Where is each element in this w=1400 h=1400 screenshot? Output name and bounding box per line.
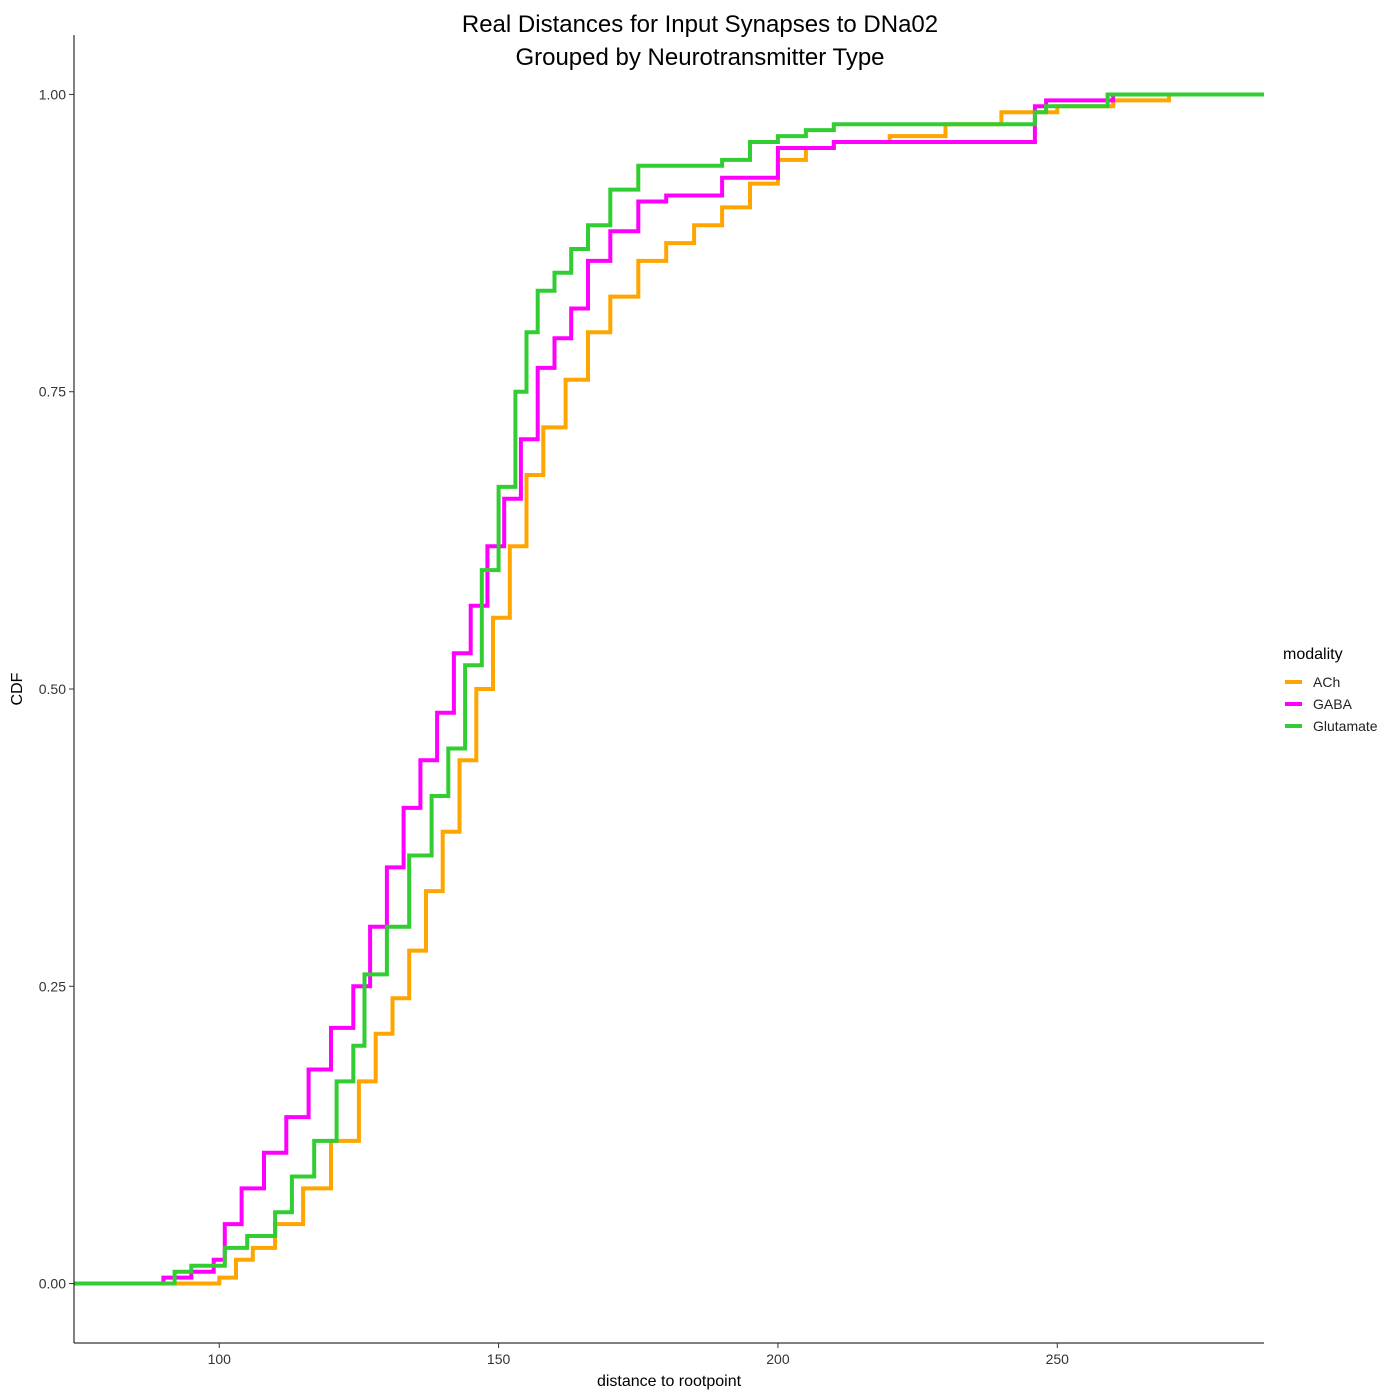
x-tick-label: 250 bbox=[1046, 1351, 1070, 1367]
chart-title-line-2: Grouped by Neurotransmitter Type bbox=[515, 44, 884, 71]
legend: modality ACh GABA Glutamate bbox=[1283, 646, 1378, 734]
x-axis-ticks: 100 150 200 250 bbox=[208, 1343, 1070, 1367]
x-tick-label: 100 bbox=[208, 1351, 232, 1367]
y-tick-label: 0.25 bbox=[39, 978, 66, 994]
x-tick-label: 150 bbox=[487, 1351, 511, 1367]
y-axis-title: CDF bbox=[9, 672, 26, 705]
plot-area bbox=[74, 92, 1264, 1286]
legend-label-ach: ACh bbox=[1313, 674, 1340, 690]
series-line-ach bbox=[74, 92, 1264, 1286]
y-tick-label: 0.00 bbox=[39, 1276, 66, 1292]
y-tick-label: 0.50 bbox=[39, 681, 66, 697]
chart-title-line-1: Real Distances for Input Synapses to DNa… bbox=[462, 11, 938, 38]
legend-label-glutamate: Glutamate bbox=[1313, 718, 1378, 734]
series-line-glutamate bbox=[74, 92, 1264, 1286]
x-tick-label: 200 bbox=[766, 1351, 790, 1367]
series-line-gaba bbox=[74, 92, 1264, 1286]
legend-title: modality bbox=[1283, 646, 1343, 663]
legend-label-gaba: GABA bbox=[1313, 696, 1353, 712]
y-tick-label: 0.75 bbox=[39, 384, 66, 400]
axes: 100 150 200 250 0.00 0.25 0.50 0.75 1.00 bbox=[39, 35, 1264, 1367]
x-axis-title: distance to rootpoint bbox=[597, 1373, 742, 1390]
y-tick-label: 1.00 bbox=[39, 86, 66, 102]
y-axis-ticks: 0.00 0.25 0.50 0.75 1.00 bbox=[39, 86, 74, 1292]
chart-title: Real Distances for Input Synapses to DNa… bbox=[462, 11, 938, 71]
